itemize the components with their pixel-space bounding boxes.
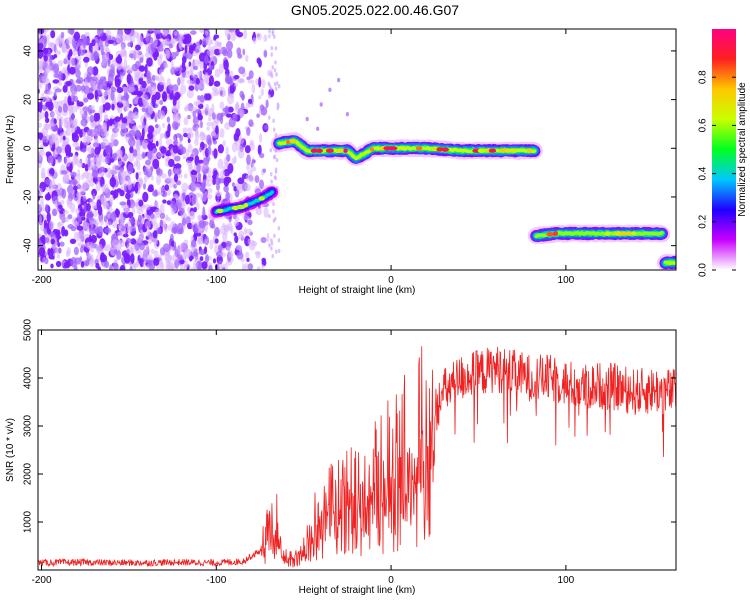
y-tick-label: 0: [23, 145, 34, 151]
colorbar-label: Normalized spectral amplitude: [737, 82, 748, 217]
chart-title: GN05.2025.022.00.46.G07: [290, 2, 460, 18]
signal-trace-1: [207, 184, 281, 221]
signal-trace-4: [657, 253, 676, 270]
y-tick-label: 20: [23, 94, 34, 106]
plot-frame: [37, 329, 677, 571]
x-tick-label: -100: [206, 275, 226, 286]
y-tick-label: 1000: [23, 510, 34, 533]
snr-series-line: [38, 346, 676, 568]
y-tick-label: -40: [23, 238, 34, 253]
plot-frame: [37, 28, 677, 271]
signal-trace-3: [527, 224, 671, 245]
x-axis-label: Height of straight line (km): [299, 285, 416, 296]
snr-plot: -200 -100 0 100 1000 2000 3000 4000 5000 Height o…: [5, 318, 677, 596]
x-tick-label: 100: [558, 575, 575, 586]
x-tick-label: -200: [31, 575, 51, 586]
x-tick-label: 0: [388, 575, 394, 586]
y-axis-label: Frequency (Hz): [5, 115, 16, 184]
colorbar: 0.0 0.2 0.4 0.6 0.8 Normalized spectral ampli…: [698, 29, 748, 277]
x-tick-label: 100: [558, 275, 575, 286]
x-tick-label: -200: [31, 275, 51, 286]
noise-region: [38, 29, 349, 270]
signal-trace-2: [270, 132, 543, 166]
spectrogram-data: [38, 29, 676, 270]
y-tick-label: 40: [23, 45, 34, 57]
colorbar-tick-label: 0.4: [698, 166, 709, 180]
y-axis-label: SNR (10 * v/v): [5, 418, 16, 482]
y-tick-label: -20: [23, 189, 34, 204]
y-tick-label: 4000: [23, 366, 34, 389]
y-tick-label: 2000: [23, 462, 34, 485]
colorbar-tick-label: 0.6: [698, 118, 709, 132]
x-tick-label: 0: [388, 275, 394, 286]
colorbar-gradient: [712, 29, 736, 270]
x-tick-label: -100: [206, 575, 226, 586]
colorbar-tick-label: 0.2: [698, 214, 709, 228]
y-tick-label: 3000: [23, 414, 34, 437]
y-tick-label: 5000: [23, 318, 34, 341]
x-axis-label: Height of straight line (km): [299, 585, 416, 596]
colorbar-tick-label: 0.0: [698, 263, 709, 277]
colorbar-tick-label: 0.8: [698, 70, 709, 84]
